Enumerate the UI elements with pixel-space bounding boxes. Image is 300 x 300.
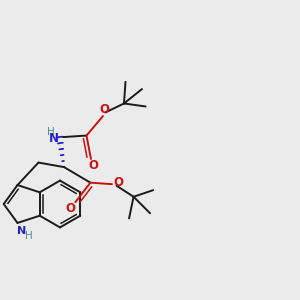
Text: H: H	[47, 127, 55, 137]
Text: O: O	[88, 159, 98, 172]
Text: N: N	[17, 226, 27, 236]
Text: H: H	[25, 231, 33, 242]
Text: O: O	[65, 202, 75, 215]
Text: O: O	[114, 176, 124, 189]
Text: N: N	[49, 132, 59, 145]
Text: O: O	[100, 103, 110, 116]
